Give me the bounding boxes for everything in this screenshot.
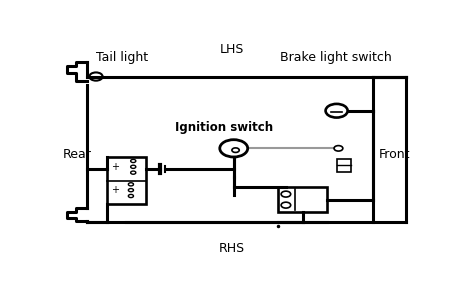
Text: Front: Front — [379, 147, 410, 160]
Text: LHS: LHS — [220, 44, 244, 57]
Text: RHS: RHS — [219, 242, 245, 255]
Bar — [278, 187, 328, 212]
Text: Rear: Rear — [63, 147, 92, 160]
Bar — [337, 159, 351, 172]
Text: +: + — [110, 162, 118, 172]
Text: Brake light switch: Brake light switch — [280, 52, 392, 65]
Text: Ignition switch: Ignition switch — [175, 121, 273, 134]
Bar — [107, 157, 146, 204]
Text: +: + — [110, 185, 118, 195]
Text: Tail light: Tail light — [96, 52, 148, 65]
